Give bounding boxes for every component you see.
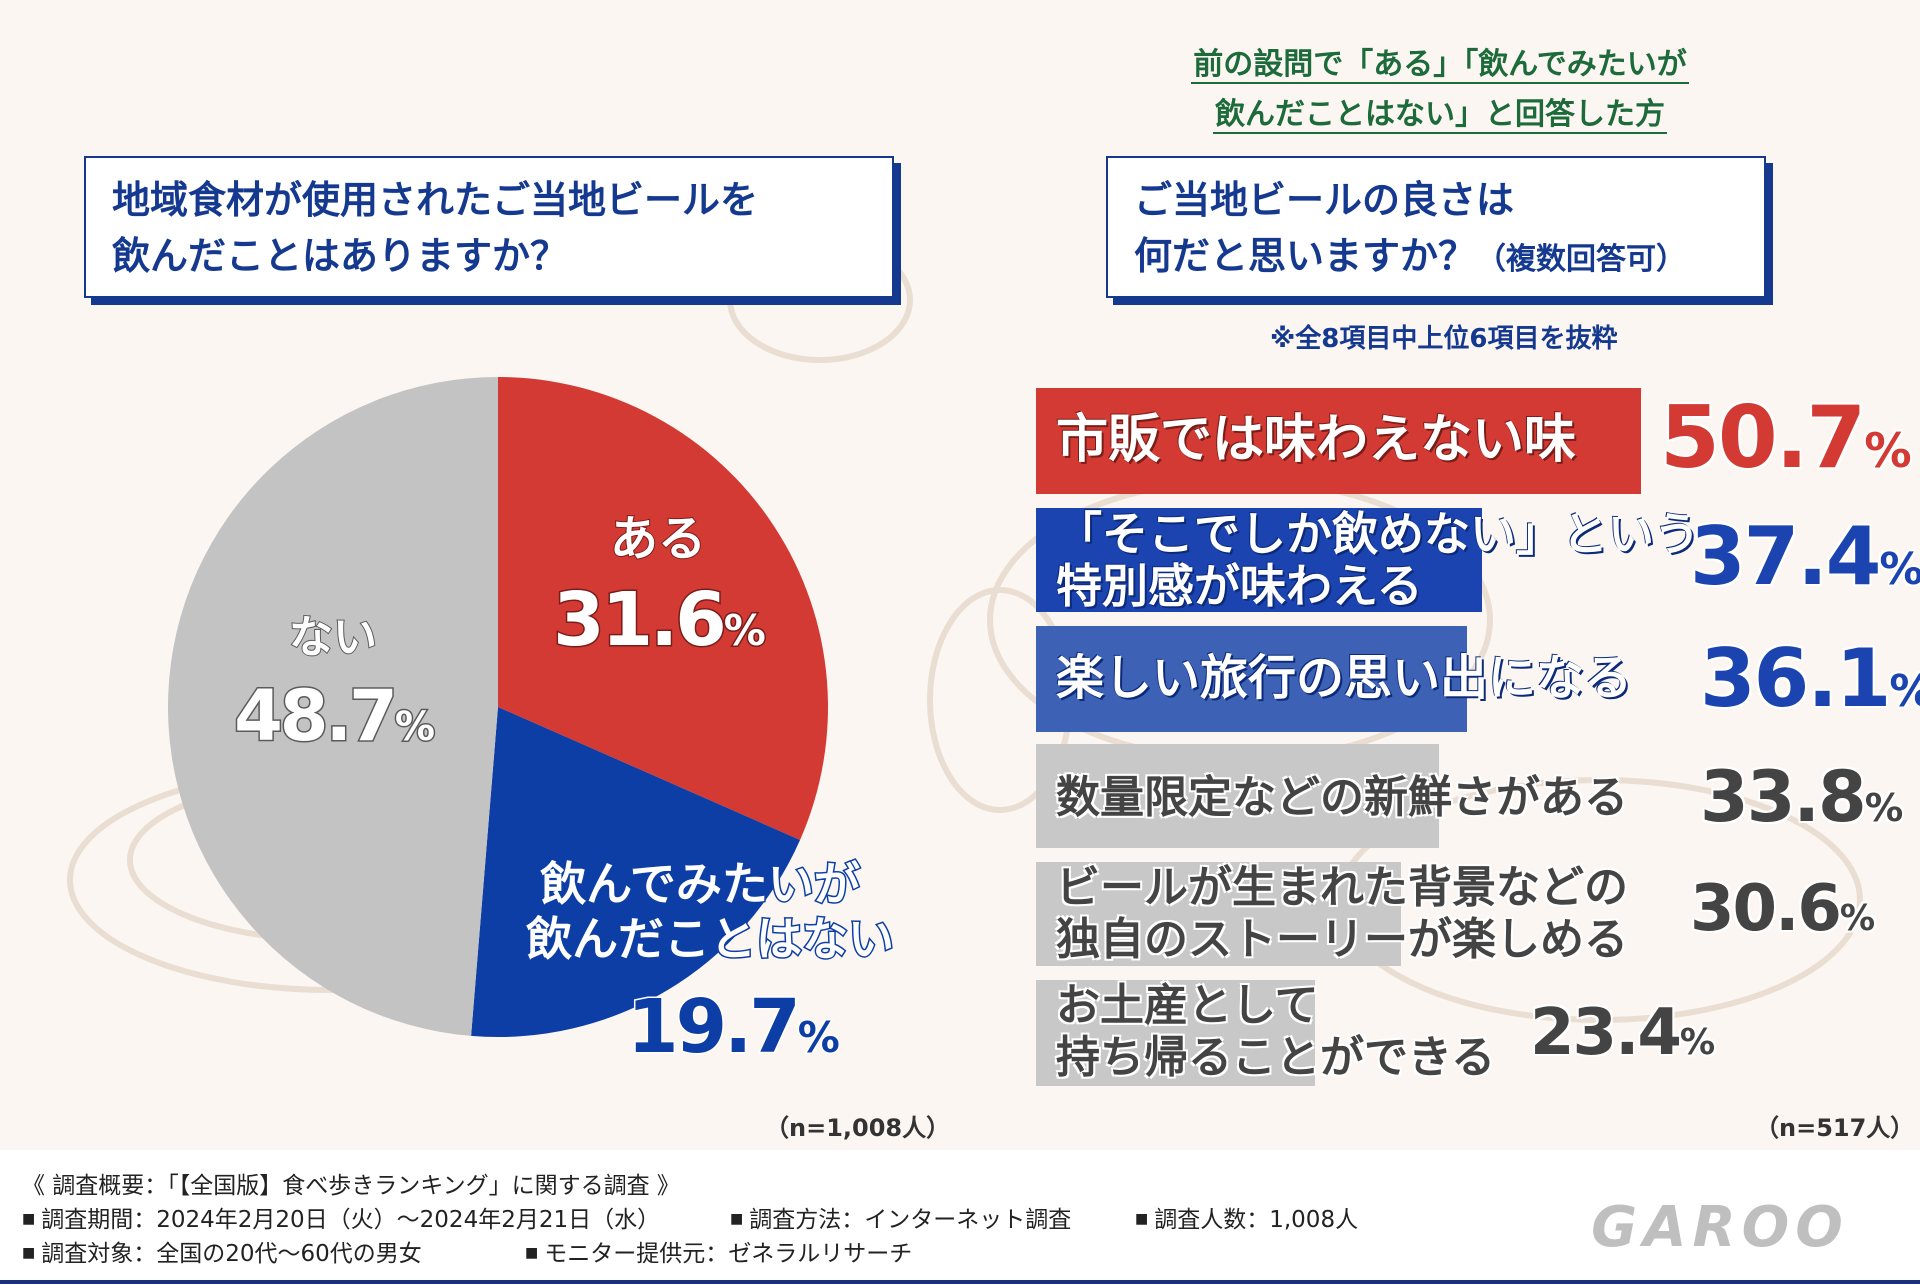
bar-value-percent: % bbox=[1864, 786, 1904, 831]
pie-slice-nai bbox=[168, 377, 498, 1036]
bar-label: 楽しい旅行の思い出になる bbox=[1056, 644, 1632, 712]
bar-value: 50.7% bbox=[1660, 388, 1912, 488]
pie-label-aru-name: ある bbox=[610, 511, 706, 567]
pie-label-nai-value: 48.7% bbox=[234, 675, 434, 757]
footer-summary: 《 調査概要：「【全国版】食べ歩きランキング」に関する調査 》 bbox=[22, 1173, 680, 1199]
bar-value: 23.4% bbox=[1530, 996, 1715, 1070]
bar-value-number: 37.4 bbox=[1690, 510, 1881, 603]
bar-value-number: 50.7 bbox=[1660, 388, 1866, 488]
bar-label-line: 特別感が味わえる bbox=[1056, 559, 1423, 613]
bar-item: 「そこでしか飲めない」という 特別感が味わえる bbox=[1036, 508, 1896, 612]
bar-label: 数量限定などの新鮮さがある bbox=[1056, 766, 1628, 830]
left-sample-size: （n=1,008人） bbox=[765, 1114, 951, 1142]
footer-target: ■ 調査対象：全国の20代～60代の男女 bbox=[22, 1241, 422, 1267]
right-subheading-line2: 飲んだことはない」と回答した方 bbox=[1213, 97, 1667, 134]
bar-value: 30.6% bbox=[1690, 872, 1875, 946]
bar-item: お土産として 持ち帰ることができる bbox=[1036, 980, 1896, 1086]
bar-value: 36.1% bbox=[1700, 632, 1920, 725]
bar-value-percent: % bbox=[1679, 1022, 1716, 1063]
pie-label-nomitai-line2: 飲んだことはない bbox=[526, 912, 894, 966]
bar-fill bbox=[1036, 508, 1482, 612]
left-question-line1: 地域食材が使用されたご当地ビールを bbox=[112, 178, 759, 222]
bar-fill bbox=[1036, 744, 1439, 848]
bar-value-percent: % bbox=[1864, 424, 1912, 479]
garoo-logo: GAROO bbox=[1591, 1195, 1849, 1260]
bar-label-line: お土産として bbox=[1056, 980, 1319, 1031]
bar-value: 37.4% bbox=[1690, 510, 1920, 603]
bar-value-number: 36.1 bbox=[1700, 632, 1891, 725]
bar-label-line: 持ち帰ることができる bbox=[1056, 1032, 1496, 1083]
bar-label: 「そこでしか飲めない」という 特別感が味わえる bbox=[1056, 508, 1700, 612]
bar-value-percent: % bbox=[1879, 544, 1920, 595]
bar-label-line: 「そこでしか飲めない」という bbox=[1056, 507, 1700, 561]
items-note: ※全8項目中上位6項目を抜粋 bbox=[1270, 324, 1618, 354]
bar-label-line: 楽しい旅行の思い出になる bbox=[1056, 650, 1633, 706]
bar-value-percent: % bbox=[1889, 666, 1920, 717]
bar-label-line: ビールが生まれた背景などの bbox=[1056, 862, 1628, 913]
bar-label: お土産として 持ち帰ることができる bbox=[1056, 980, 1495, 1084]
footer-period: ■ 調査期間：2024年2月20日（火）～2024年2月21日（水） bbox=[22, 1207, 661, 1233]
bar-value-number: 30.6 bbox=[1690, 872, 1842, 946]
left-question-line2: 飲んだことはありますか？ bbox=[112, 234, 569, 278]
pie-label-aru-value: 31.6% bbox=[553, 577, 765, 663]
bar-value-number: 33.8 bbox=[1700, 756, 1867, 838]
bar-fill bbox=[1036, 388, 1641, 494]
bar-fill bbox=[1036, 626, 1467, 732]
pie-chart: ある 31.6% ない 48.7% 飲んでみたいが 飲んだことはない 19.7% bbox=[168, 377, 896, 1072]
bar-item: 市販では味わえない味 bbox=[1036, 388, 1896, 494]
bar-fill bbox=[1036, 980, 1315, 1086]
right-question-line2: 何だと思いますか？（複数回答可） bbox=[1134, 234, 1687, 278]
right-question-note: （複数回答可） bbox=[1476, 242, 1687, 277]
bar-label-line: 数量限定などの新鮮さがある bbox=[1056, 772, 1628, 823]
pie-label-nomitai-line1: 飲んでみたいが bbox=[540, 857, 860, 911]
bar-label: 市販では味わえない味 bbox=[1056, 404, 1576, 476]
right-sample-size: （n=517人） bbox=[1755, 1114, 1915, 1142]
pie-slice-nomitai bbox=[471, 707, 801, 1037]
bar-value: 33.8% bbox=[1700, 756, 1903, 838]
survey-footer: 《 調査概要：「【全国版】食べ歩きランキング」に関する調査 》 ■ 調査期間：20… bbox=[0, 1150, 1920, 1284]
pie-label-nai-name: ない bbox=[289, 612, 377, 663]
bar-value-percent: % bbox=[1839, 898, 1876, 939]
right-subheading-line1: 前の設問で「ある」「飲んでみたいが bbox=[1191, 47, 1689, 84]
pie-label-nomitai-value: 19.7% bbox=[627, 984, 839, 1070]
bar-fill bbox=[1036, 862, 1401, 966]
footer-count: ■ 調査人数：1,008人 bbox=[1135, 1207, 1359, 1233]
footer-provider: ■ モニター提供元：ゼネラルリサーチ bbox=[525, 1241, 913, 1267]
bar-item: 数量限定などの新鮮さがある bbox=[1036, 744, 1896, 848]
right-question-line1: ご当地ビールの良さは bbox=[1134, 178, 1515, 222]
bar-label: ビールが生まれた背景などの 独自のストーリーが楽しめる bbox=[1056, 862, 1628, 966]
right-question-box: ご当地ビールの良さは 何だと思いますか？（複数回答可） bbox=[1106, 156, 1766, 298]
pie-slice-aru bbox=[498, 377, 828, 840]
bar-item: 楽しい旅行の思い出になる bbox=[1036, 626, 1896, 732]
bar-item: ビールが生まれた背景などの 独自のストーリーが楽しめる bbox=[1036, 862, 1896, 966]
bar-label-line: 市販では味わえない味 bbox=[1056, 410, 1577, 470]
footer-method: ■ 調査方法：インターネット調査 bbox=[730, 1207, 1072, 1233]
bar-label-line: 独自のストーリーが楽しめる bbox=[1056, 914, 1628, 965]
left-question-box: 地域食材が使用されたご当地ビールを 飲んだことはありますか？ bbox=[84, 156, 894, 298]
bar-value-number: 23.4 bbox=[1530, 996, 1682, 1070]
